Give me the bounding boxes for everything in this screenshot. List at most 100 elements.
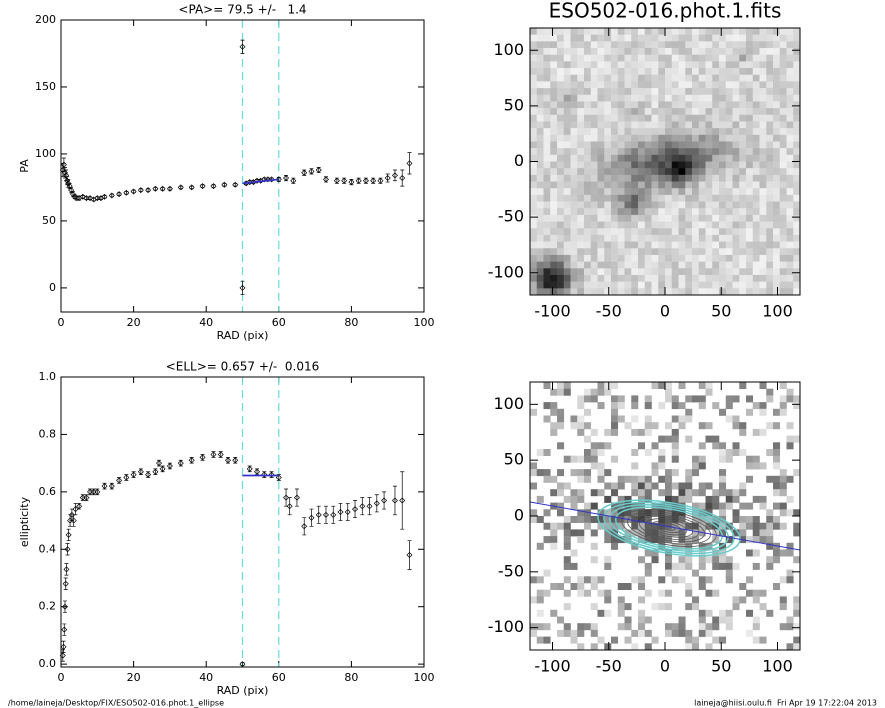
pixel bbox=[793, 529, 801, 537]
point bbox=[166, 463, 173, 470]
pixel bbox=[712, 68, 720, 76]
pixel bbox=[698, 194, 706, 202]
pixel bbox=[604, 34, 612, 42]
pixel bbox=[644, 114, 652, 122]
pixel bbox=[739, 94, 747, 102]
pixel bbox=[719, 188, 727, 196]
pixel bbox=[692, 261, 700, 269]
pixel bbox=[611, 489, 619, 497]
y-tick-label: 100 bbox=[35, 147, 56, 160]
pixel bbox=[773, 502, 781, 510]
pixel bbox=[658, 61, 666, 69]
error-cap bbox=[345, 502, 350, 521]
pixel bbox=[739, 382, 747, 389]
pixel bbox=[631, 94, 639, 102]
pixel bbox=[577, 455, 585, 463]
pixel bbox=[638, 609, 646, 617]
pixel bbox=[725, 495, 733, 503]
pixel bbox=[705, 81, 713, 89]
pixel bbox=[665, 68, 673, 76]
pixel bbox=[624, 48, 632, 55]
pixel bbox=[698, 556, 706, 564]
pixel bbox=[597, 61, 605, 69]
pixel bbox=[570, 529, 578, 537]
pixel bbox=[793, 54, 801, 62]
pixel bbox=[536, 28, 544, 35]
pixel bbox=[692, 221, 700, 229]
pixel bbox=[759, 41, 767, 49]
pixel bbox=[617, 121, 625, 129]
pixel bbox=[651, 194, 659, 202]
pixel bbox=[550, 489, 558, 497]
pixel bbox=[705, 495, 713, 503]
pixel bbox=[651, 161, 659, 169]
pixel bbox=[611, 181, 619, 189]
pixel bbox=[638, 288, 646, 296]
point bbox=[268, 471, 275, 478]
pixel bbox=[536, 174, 544, 182]
pixel bbox=[678, 81, 686, 89]
pixel bbox=[584, 141, 592, 149]
error-cap bbox=[62, 600, 67, 613]
pixel bbox=[698, 234, 706, 242]
pixel bbox=[671, 562, 679, 570]
y-tick-label: 0.0 bbox=[39, 657, 57, 670]
pixel bbox=[530, 221, 538, 229]
pixel bbox=[685, 254, 693, 262]
pixel bbox=[685, 435, 693, 443]
pixel bbox=[692, 168, 700, 176]
pixel bbox=[617, 402, 625, 410]
pixel bbox=[746, 54, 754, 62]
pixel bbox=[793, 174, 801, 182]
pixel bbox=[752, 174, 760, 182]
pixel bbox=[773, 214, 781, 222]
pixel bbox=[705, 241, 713, 249]
x-tick-label: 100 bbox=[762, 302, 793, 321]
pixel bbox=[725, 234, 733, 242]
pixel bbox=[719, 489, 727, 497]
pixel bbox=[624, 154, 632, 162]
pixel bbox=[678, 74, 686, 82]
pixel bbox=[712, 61, 720, 69]
pixel bbox=[617, 188, 625, 196]
pixel bbox=[725, 395, 733, 403]
pixel bbox=[786, 442, 794, 450]
pixel bbox=[577, 54, 585, 62]
pixel bbox=[766, 121, 774, 129]
pixel bbox=[658, 228, 666, 236]
pixel bbox=[665, 161, 673, 169]
pixel bbox=[746, 241, 754, 249]
pixel bbox=[685, 81, 693, 89]
pixel bbox=[786, 643, 794, 651]
pixel bbox=[563, 48, 571, 55]
pixel bbox=[577, 41, 585, 49]
pixel bbox=[644, 34, 652, 42]
pixel bbox=[793, 288, 801, 296]
pixel bbox=[570, 288, 578, 296]
pixel bbox=[624, 268, 632, 276]
pixel bbox=[692, 181, 700, 189]
pixel bbox=[597, 74, 605, 82]
pixel bbox=[651, 88, 659, 96]
pixel bbox=[631, 576, 639, 584]
pixel bbox=[617, 221, 625, 229]
pixel bbox=[665, 241, 673, 249]
pixel bbox=[759, 603, 767, 611]
pixel bbox=[746, 408, 754, 416]
pixel bbox=[725, 181, 733, 189]
pixel bbox=[611, 81, 619, 89]
pixel bbox=[590, 489, 598, 497]
pixel bbox=[719, 408, 727, 416]
pixel bbox=[631, 402, 639, 410]
pixel bbox=[536, 188, 544, 196]
pixel bbox=[725, 174, 733, 182]
pixel bbox=[611, 174, 619, 182]
pixel bbox=[624, 28, 632, 35]
pixel bbox=[671, 161, 679, 169]
pixel bbox=[658, 221, 666, 229]
pixel bbox=[590, 228, 598, 236]
pixel bbox=[644, 81, 652, 89]
pixel bbox=[712, 489, 720, 497]
error-cap bbox=[353, 500, 358, 519]
pixel bbox=[678, 248, 686, 256]
